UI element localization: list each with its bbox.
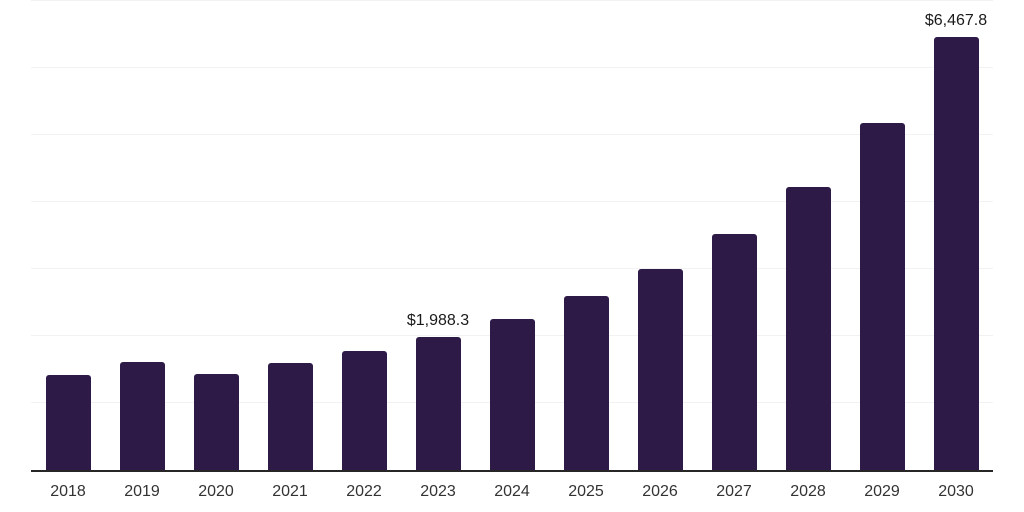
bar-2029	[859, 123, 905, 470]
bar-2028	[785, 186, 831, 470]
bar-2030	[933, 36, 979, 470]
gridline-4000	[31, 201, 993, 202]
bar-2020	[193, 373, 239, 470]
bar-2019	[119, 362, 165, 470]
x-tick-2025: 2025	[568, 483, 604, 500]
x-tick-2029: 2029	[864, 483, 900, 500]
gridline-6000	[31, 67, 993, 68]
data-label-2030: $6,467.8	[924, 11, 988, 29]
x-axis: 2018 2019 2020 2021 2022 2023 2024 2025 2026 2027…	[31, 483, 993, 507]
x-tick-2026: 2026	[642, 483, 678, 500]
bar-2018	[45, 374, 91, 470]
x-tick-2018: 2018	[50, 483, 86, 500]
gridline-3000	[31, 268, 993, 269]
x-tick-2021: 2021	[272, 483, 308, 500]
bar-2024	[489, 318, 535, 470]
x-tick-2019: 2019	[124, 483, 160, 500]
x-tick-2027: 2027	[716, 483, 752, 500]
plot-area: $1,988.3 $6,467.8	[31, 0, 993, 472]
gridline-7000	[31, 0, 993, 1]
bar-2023	[415, 336, 461, 470]
x-tick-2023: 2023	[420, 483, 456, 500]
data-label-2023: $1,988.3	[406, 311, 470, 329]
x-tick-2024: 2024	[494, 483, 530, 500]
bar-2027	[711, 234, 757, 470]
x-tick-2030: 2030	[938, 483, 974, 500]
bar-2021	[267, 362, 313, 470]
x-tick-2020: 2020	[198, 483, 234, 500]
bar-2026	[637, 269, 683, 470]
gridline-5000	[31, 134, 993, 135]
x-tick-2028: 2028	[790, 483, 826, 500]
bar-2025	[563, 296, 609, 470]
x-tick-2022: 2022	[346, 483, 382, 500]
bar-2022	[341, 351, 387, 470]
